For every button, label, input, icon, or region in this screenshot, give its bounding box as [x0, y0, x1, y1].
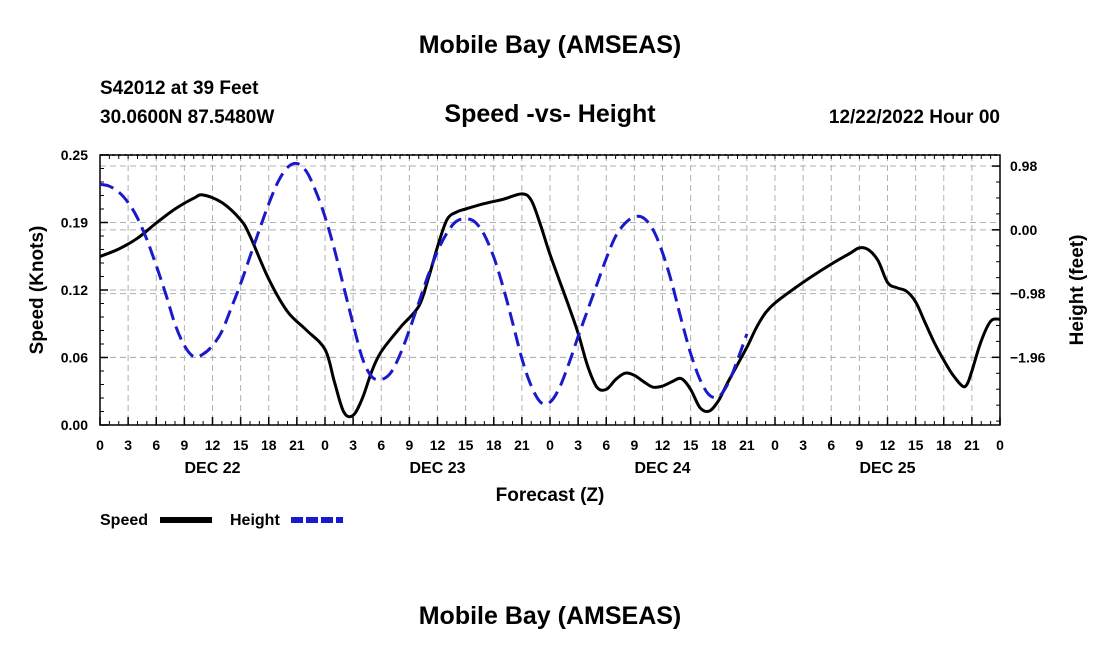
x-tick-label: 18: [486, 437, 502, 453]
station-label: S42012 at 39 Feet: [100, 78, 259, 99]
coordinates-label: 30.0600N 87.5480W: [100, 107, 275, 128]
x-day-label: DEC 25: [859, 460, 915, 477]
chart-bottom-title: Mobile Bay (AMSEAS): [418, 602, 682, 630]
x-tick-label: 6: [377, 437, 385, 453]
chart-subtitle: Speed -vs- Height: [444, 100, 656, 128]
x-tick-label: 3: [349, 437, 357, 453]
x-tick-label: 3: [574, 437, 582, 453]
x-day-label: DEC 24: [634, 460, 690, 477]
x-tick-label: 6: [152, 437, 160, 453]
x-tick-label: 9: [180, 437, 188, 453]
x-tick-label: 3: [799, 437, 807, 453]
chart-main-title: Mobile Bay (AMSEAS): [418, 31, 682, 59]
x-tick-label: 21: [739, 437, 755, 453]
x-tick-label: 3: [124, 437, 132, 453]
x-tick-label: 15: [233, 437, 249, 453]
y-left-tick-label: 0.06: [61, 350, 88, 366]
x-tick-label: 12: [655, 437, 671, 453]
x-tick-label: 9: [405, 437, 413, 453]
x-tick-label: 21: [514, 437, 530, 453]
y-right-tick-label: −0.98: [1010, 286, 1046, 302]
x-tick-label: 6: [602, 437, 610, 453]
y-right-tick-label: 0.00: [1010, 222, 1037, 238]
x-tick-label: 18: [711, 437, 727, 453]
x-tick-label: 0: [771, 437, 779, 453]
x-tick-label: 12: [430, 437, 446, 453]
x-day-label: DEC 23: [409, 460, 465, 477]
x-tick-label: 21: [289, 437, 305, 453]
y-right-tick-label: 0.98: [1010, 158, 1037, 174]
x-axis-title: Forecast (Z): [496, 485, 605, 506]
x-tick-label: 18: [261, 437, 277, 453]
y-left-tick-label: 0.12: [61, 282, 88, 298]
x-tick-label: 15: [683, 437, 699, 453]
x-tick-label: 12: [205, 437, 221, 453]
series-line-speed: [100, 192, 1000, 419]
x-tick-label: 18: [936, 437, 952, 453]
x-tick-label: 9: [855, 437, 863, 453]
x-tick-label: 6: [827, 437, 835, 453]
legend-label-speed: Speed: [100, 512, 148, 529]
y-left-tick-label: 0.19: [61, 215, 88, 231]
x-tick-label: 0: [996, 437, 1004, 453]
series-line-height: [100, 161, 749, 406]
y-left-tick-label: 0.25: [61, 147, 88, 163]
x-tick-label: 0: [96, 437, 104, 453]
y-left-axis-title: Speed (Knots): [27, 226, 48, 355]
x-tick-label: 15: [908, 437, 924, 453]
x-tick-label: 12: [880, 437, 896, 453]
legend-label-height: Height: [230, 512, 280, 529]
y-right-tick-label: −1.96: [1010, 349, 1046, 365]
x-tick-label: 0: [321, 437, 329, 453]
x-tick-label: 9: [630, 437, 638, 453]
x-tick-label: 15: [458, 437, 474, 453]
x-tick-label: 0: [546, 437, 554, 453]
date-label: 12/22/2022 Hour 00: [828, 107, 1000, 128]
x-day-label: DEC 22: [184, 460, 240, 477]
x-tick-label: 21: [964, 437, 980, 453]
y-left-tick-label: 0.00: [61, 417, 88, 433]
y-right-axis-title: Height (feet): [1067, 235, 1088, 346]
